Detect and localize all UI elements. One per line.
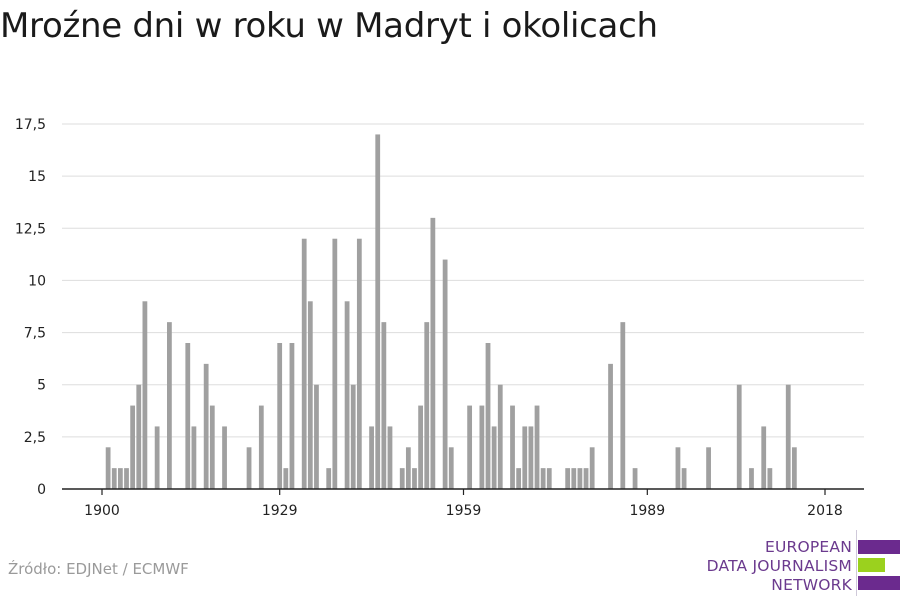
bar xyxy=(510,405,515,489)
bar xyxy=(124,468,129,489)
bar xyxy=(632,468,638,489)
bar xyxy=(522,426,528,489)
bar xyxy=(608,363,613,489)
bar xyxy=(117,468,123,489)
bar xyxy=(209,405,215,489)
logo-line-data-journalism: DATA JOURNALISM xyxy=(706,557,852,575)
bar xyxy=(222,426,227,489)
bar xyxy=(761,426,767,489)
bar xyxy=(136,384,142,489)
y-tick-label: 10 xyxy=(28,273,46,289)
bar xyxy=(412,468,417,489)
bar xyxy=(675,447,681,489)
logo-divider xyxy=(856,530,857,596)
logo-bar-purple-bottom xyxy=(858,576,900,590)
bar xyxy=(565,468,571,489)
x-axis-ticks: 1900 1929 1959 1989 2018 xyxy=(84,489,843,519)
y-tick-label: 12,5 xyxy=(15,221,46,237)
bar xyxy=(130,405,136,489)
bar xyxy=(791,447,797,489)
bar xyxy=(430,217,436,490)
bar xyxy=(418,405,423,489)
bar xyxy=(344,301,350,489)
bar xyxy=(571,468,577,489)
bar xyxy=(467,405,473,489)
bar xyxy=(405,447,411,489)
x-tick-label: 2018 xyxy=(807,503,843,519)
edjnet-logo[interactable]: EUROPEAN DATA JOURNALISM NETWORK xyxy=(700,530,900,596)
bar xyxy=(534,405,540,489)
bar xyxy=(681,468,687,489)
x-tick-label: 1900 xyxy=(84,503,120,519)
bar xyxy=(479,405,485,489)
chart-title: Mroźne dni w roku w Madryt i okolicach xyxy=(0,6,658,46)
bars xyxy=(105,134,797,490)
bar xyxy=(577,468,583,489)
bar xyxy=(277,343,283,489)
bar xyxy=(448,447,454,489)
bar xyxy=(767,468,773,489)
bar xyxy=(375,134,381,489)
bar xyxy=(516,468,522,489)
y-tick-label: 17,5 xyxy=(15,117,46,133)
bar xyxy=(111,468,117,489)
bar xyxy=(369,426,374,489)
logo-bar-purple-top xyxy=(858,540,900,554)
bar xyxy=(736,384,742,489)
bar xyxy=(167,322,172,489)
bar xyxy=(528,426,534,489)
x-tick-label: 1959 xyxy=(446,503,482,519)
bar xyxy=(583,468,589,489)
y-tick-label: 2,5 xyxy=(24,430,46,446)
y-tick-label: 15 xyxy=(28,169,46,185)
bar xyxy=(497,384,503,489)
y-axis-labels: 0 2,5 5 7,5 10 12,5 15 17,5 xyxy=(15,117,46,498)
bar xyxy=(399,468,405,489)
bar xyxy=(485,343,491,489)
y-tick-label: 0 xyxy=(37,482,46,498)
bar xyxy=(326,468,332,489)
bar xyxy=(283,468,289,489)
bar xyxy=(546,468,552,489)
bar xyxy=(749,468,754,489)
logo-line-european: EUROPEAN xyxy=(764,538,852,556)
bar xyxy=(185,343,191,489)
bar xyxy=(314,384,319,489)
bar xyxy=(381,322,387,489)
bar xyxy=(332,238,338,489)
bar xyxy=(442,259,448,489)
y-tick-label: 5 xyxy=(37,378,46,394)
logo-bar-green xyxy=(858,558,885,572)
bar xyxy=(620,322,626,489)
bar xyxy=(387,426,393,489)
bar xyxy=(191,426,197,489)
bar xyxy=(246,447,252,489)
bar xyxy=(350,384,356,489)
y-tick-label: 7,5 xyxy=(24,326,46,342)
bar xyxy=(142,301,148,489)
logo-line-network: NETWORK xyxy=(771,576,852,594)
grid-lines xyxy=(62,123,864,438)
bar xyxy=(424,322,430,489)
x-tick-label: 1929 xyxy=(262,503,298,519)
bar xyxy=(154,426,160,489)
source-note: Źródło: EDJNet / ECMWF xyxy=(8,560,189,578)
bar xyxy=(785,384,791,489)
bar xyxy=(307,301,313,489)
bar xyxy=(203,363,209,489)
bar xyxy=(258,405,264,489)
bar xyxy=(356,238,362,489)
bar xyxy=(491,426,497,489)
bar xyxy=(289,343,295,489)
bar xyxy=(301,238,307,489)
x-tick-label: 1989 xyxy=(629,503,665,519)
bar xyxy=(706,447,711,489)
bar xyxy=(105,447,111,489)
bar xyxy=(589,447,595,489)
bar xyxy=(540,468,546,489)
